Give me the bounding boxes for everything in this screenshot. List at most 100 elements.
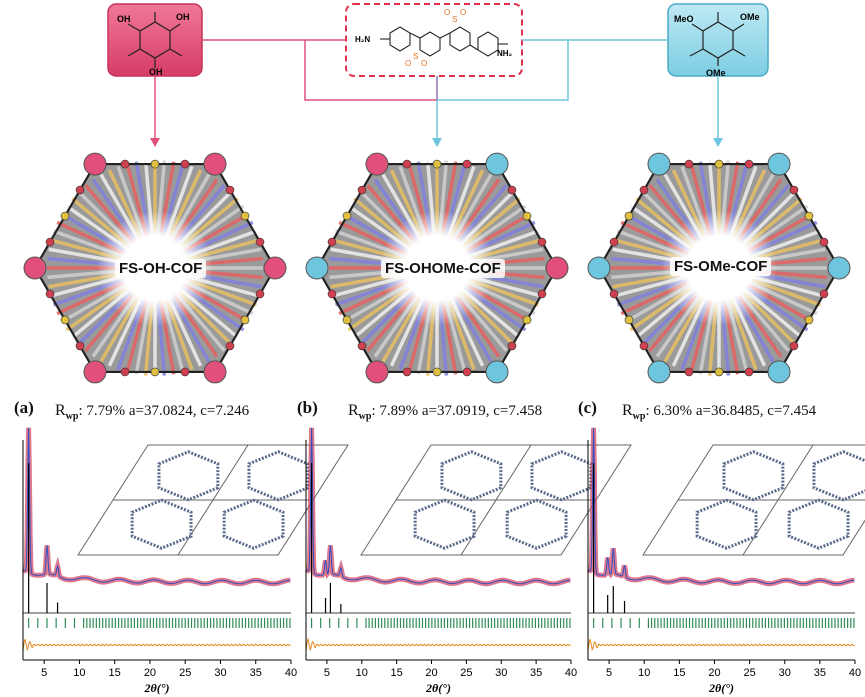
lattice-inset [642,444,865,556]
x-tick-label: 15 [391,667,403,679]
svg-text:O: O [460,8,466,17]
panel-label-b: (b) [297,398,318,417]
sulfone-groups: OSO OSO [405,8,466,68]
x-tick-label: 20 [425,667,437,679]
linker-atom [180,367,190,377]
linker-atom [120,367,130,377]
ome-node [587,256,611,280]
linker-atom [684,367,694,377]
linker-atom [789,341,799,351]
x-tick-label: 5 [606,667,612,679]
center-monomer-structure [380,26,508,57]
x-tick-label: 35 [530,667,542,679]
difference-curve [22,639,291,652]
linker-atom [462,367,472,377]
svg-text:O: O [444,8,450,17]
xrd-plots: 5 10 15 20 25 30 35 40 2θ(°) 5 10 15 20 25 30 35 40 2θ(°)… [21,427,865,695]
linker-atom [45,289,55,299]
oh-node [263,256,287,280]
cof-name-ome: FS-OMe-COF [670,257,772,276]
difference-curve [587,639,855,652]
amine-right: NH₂ [497,49,513,58]
linker-atom [225,341,235,351]
x-tick-label: 40 [565,667,577,679]
linker-atom [804,211,814,221]
oh-sub-1: OH [176,12,190,22]
linker-atom [432,367,442,377]
linker-atom [75,341,85,351]
linker-atom [327,237,337,247]
ome-node [767,152,791,176]
lattice-pore [505,498,568,550]
x-tick-label: 10 [73,667,85,679]
x-axis-label: 2θ(°) [708,681,734,695]
linker-atom [537,237,547,247]
stat-a: Rwp: 7.79% a=37.0824, c=7.246 [55,402,250,422]
lattice-pore [812,450,865,502]
linker-atom [639,185,649,195]
calculated-pattern [587,427,855,585]
x-tick-label: 40 [285,667,297,679]
linker-atom [507,185,517,195]
oh-node [83,360,107,384]
x-tick-label: 5 [324,667,330,679]
cof-hexagon-2 [587,152,851,384]
calculated-pattern [305,427,571,585]
linker-atom [255,289,265,299]
ome-node [827,256,851,280]
lattice-pore [222,498,285,550]
linker-atom [804,315,814,325]
lattice-pore [530,450,593,502]
ome-monomer-structure [689,12,746,66]
x-tick-label: 30 [495,667,507,679]
linker-atom [522,315,532,325]
linker-atom [624,211,634,221]
x-tick-label: 25 [179,667,191,679]
oh-sub-3: OH [149,67,163,77]
x-axis-label: 2θ(°) [425,681,451,695]
a-param-c: a=36.8485, [695,403,764,419]
center-monomer-box [345,3,523,77]
oh-node [545,256,569,280]
stat-b: Rwp: 7.89% a=37.0919, c=7.458 [348,402,543,422]
xrd-panel-2: 5 10 15 20 25 30 35 40 2θ(°) [586,427,865,695]
ome-node [647,360,671,384]
linker-atom [744,159,754,169]
cof-hexagon-1 [305,152,569,384]
x-tick-label: 15 [673,667,685,679]
bragg-ticks [593,618,855,628]
a-param-a: a=37.0824, [128,403,197,419]
linker-atom [432,159,442,169]
lattice-pore [722,450,785,502]
panel-label-a: (a) [14,398,34,417]
oh-node [23,256,47,280]
x-tick-label: 5 [41,667,47,679]
linker-atom [402,159,412,169]
ome-node [485,360,509,384]
x-tick-label: 25 [460,667,472,679]
linker-atom [60,211,70,221]
c-param-b: c=7.458 [493,403,543,419]
rwp-c: 6.30% [653,403,693,419]
x-tick-label: 20 [708,667,720,679]
xrd-panel-1: 5 10 15 20 25 30 35 40 2θ(°) [304,427,632,695]
oh-node [203,360,227,384]
linker-atom [150,159,160,169]
linker-atom [60,315,70,325]
linker-atom [639,341,649,351]
calculated-pattern [22,427,291,585]
linker-atom [240,315,250,325]
lattice-pore [130,498,193,550]
linker-atom [357,185,367,195]
oh-monomer-structure [127,12,183,68]
x-axis-label: 2θ(°) [143,681,169,695]
lattice-pore [440,450,503,502]
linker-atom [225,185,235,195]
linker-atom [819,237,829,247]
lattice-pore [157,450,220,502]
connector-lines [154,39,719,140]
ome-node [485,152,509,176]
x-tick-label: 25 [743,667,755,679]
x-tick-label: 15 [109,667,121,679]
